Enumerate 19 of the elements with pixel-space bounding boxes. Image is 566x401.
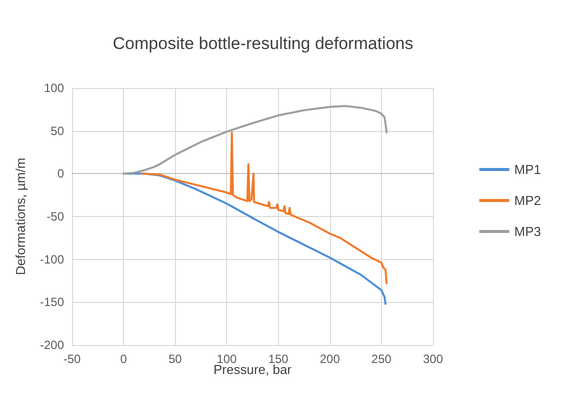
- y-tick-label: -150: [40, 295, 64, 310]
- line-series: [122, 104, 388, 175]
- y-tick-label: -200: [40, 338, 64, 352]
- legend-label: MP1: [514, 162, 542, 177]
- x-tick-label: 50: [168, 352, 182, 366]
- y-tick-label: 100: [44, 81, 64, 95]
- x-tick-label: 300: [422, 352, 444, 366]
- y-tick-label: 50: [50, 124, 64, 138]
- y-tick-label: 0: [57, 166, 64, 181]
- chart-title: Composite bottle-resulting deformations: [112, 34, 414, 53]
- x-tick-label: -50: [63, 352, 81, 366]
- y-axis-title: Deformations, µm/m: [13, 158, 28, 276]
- x-tick-label: 250: [371, 352, 392, 366]
- legend-label: MP2: [514, 193, 542, 208]
- legend-label: MP3: [514, 224, 542, 239]
- y-tick-label: -50: [46, 210, 64, 224]
- y-tick-label: -100: [40, 252, 64, 266]
- x-tick-label: 0: [120, 352, 128, 366]
- x-tick-label: 200: [320, 352, 340, 366]
